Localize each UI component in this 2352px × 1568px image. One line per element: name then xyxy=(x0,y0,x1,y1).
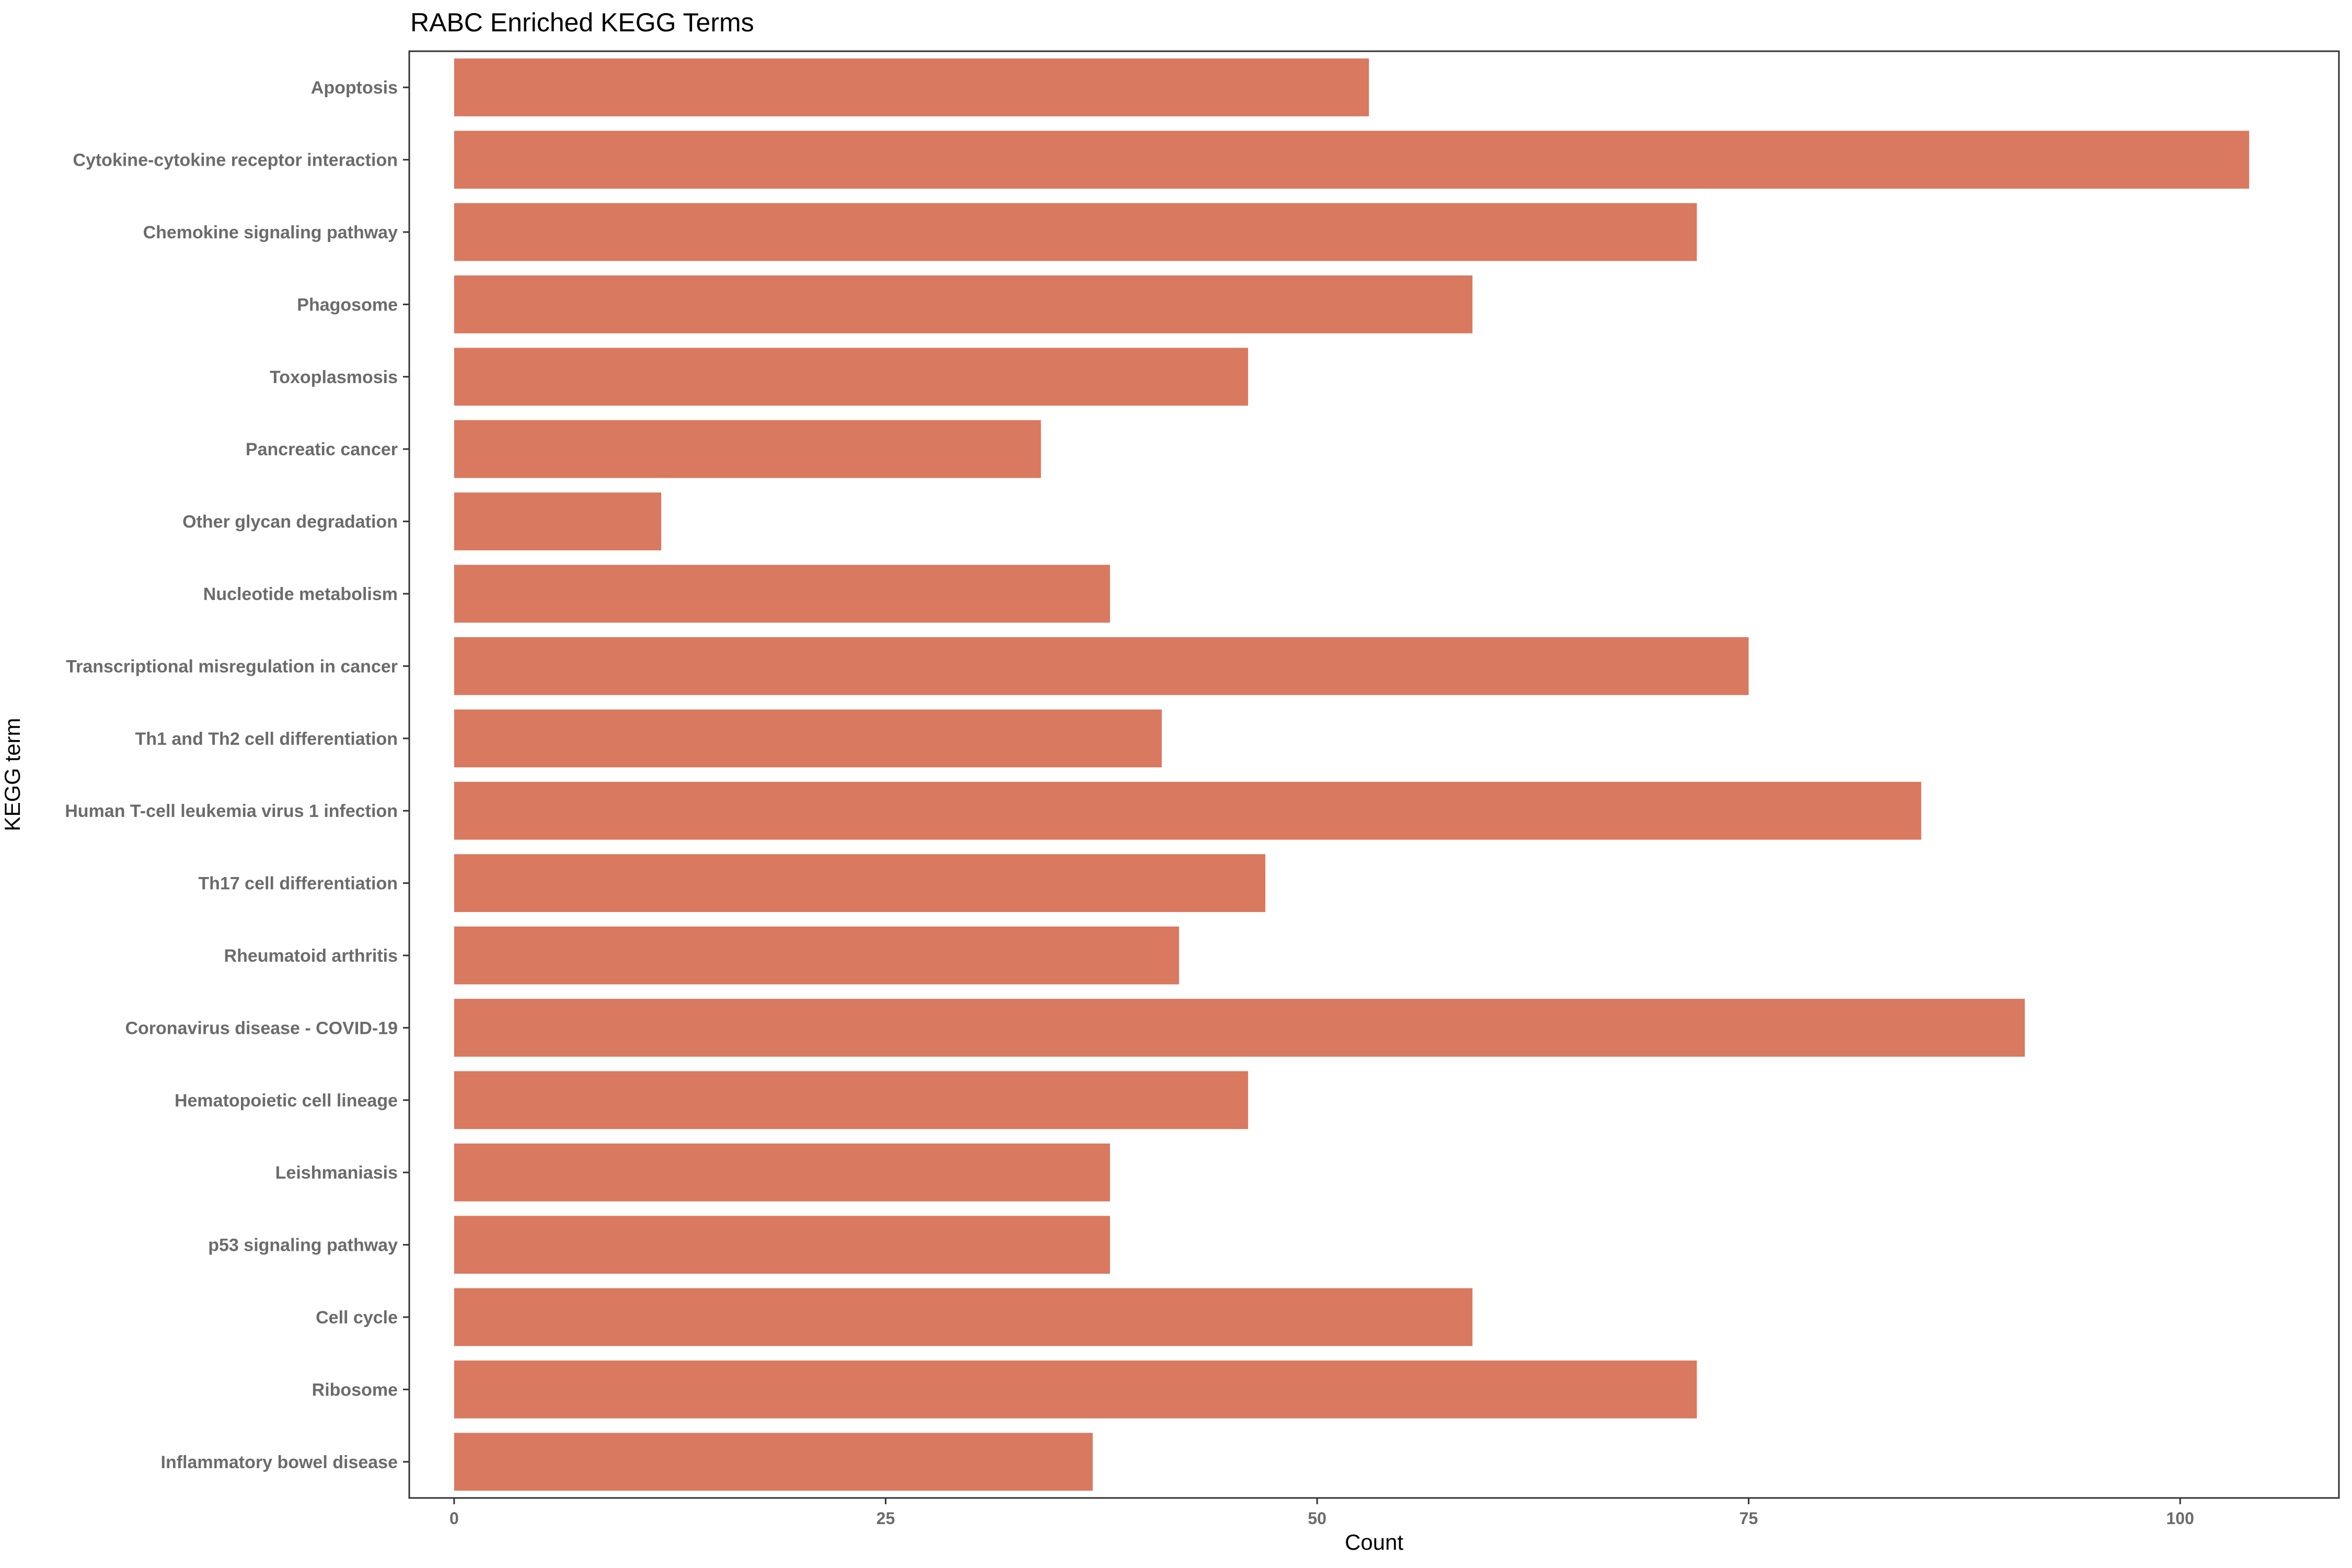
y-tick-label: Hematopoietic cell lineage xyxy=(175,1091,398,1111)
bar xyxy=(454,1216,1110,1274)
bar xyxy=(454,348,1248,406)
y-tick-label: Coronavirus disease - COVID-19 xyxy=(125,1018,398,1038)
bar xyxy=(454,781,1921,840)
y-tick-label: Rheumatoid arthritis xyxy=(224,946,398,966)
y-tick-label: Transcriptional misregulation in cancer xyxy=(66,656,398,676)
bar xyxy=(454,854,1265,912)
y-tick-label: Chemokine signaling pathway xyxy=(143,223,398,243)
y-tick-label: Phagosome xyxy=(297,295,398,315)
y-tick-label: Ribosome xyxy=(312,1380,398,1400)
y-tick-label: Inflammatory bowel disease xyxy=(161,1452,398,1472)
y-tick-label: Other glycan degradation xyxy=(182,512,398,532)
x-axis: 0 25 50 75 100 xyxy=(449,1498,2194,1528)
x-axis-title: Count xyxy=(1345,1530,1403,1554)
bar xyxy=(454,58,1369,117)
y-tick-label: Cytokine-cytokine receptor interaction xyxy=(73,151,398,170)
x-tick-label: 25 xyxy=(877,1509,895,1528)
bar xyxy=(454,1071,1248,1129)
y-tick-label: Leishmaniasis xyxy=(275,1163,398,1183)
bar xyxy=(454,926,1179,985)
y-tick-label: Th1 and Th2 cell differentiation xyxy=(135,729,398,749)
bar xyxy=(454,1433,1093,1491)
bar xyxy=(454,131,2250,189)
bar xyxy=(454,420,1041,478)
y-tick-label: p53 signaling pathway xyxy=(208,1236,398,1255)
x-tick-label: 100 xyxy=(2166,1509,2194,1528)
bars-layer xyxy=(454,58,2250,1491)
y-tick-label: Th17 cell differentiation xyxy=(198,874,398,894)
y-tick-label: Pancreatic cancer xyxy=(246,440,398,459)
bar xyxy=(454,709,1162,768)
bar xyxy=(454,999,2025,1057)
bar xyxy=(454,1143,1110,1202)
y-tick-label: Cell cycle xyxy=(316,1308,398,1328)
y-axis: Apoptosis Cytokine-cytokine receptor inte… xyxy=(65,78,409,1472)
plot-panel xyxy=(408,50,2340,1499)
y-tick-label: Toxoplasmosis xyxy=(270,367,398,387)
bar xyxy=(454,492,662,550)
x-tick-label: 50 xyxy=(1308,1509,1327,1528)
bar xyxy=(454,1288,1473,1346)
x-tick-label: 0 xyxy=(449,1509,459,1528)
bar xyxy=(454,1361,1697,1419)
y-tick-label: Apoptosis xyxy=(311,78,398,98)
bar xyxy=(454,275,1473,333)
y-tick-label: Nucleotide metabolism xyxy=(203,584,398,604)
y-tick-label: Human T-cell leukemia virus 1 infection xyxy=(65,801,398,821)
x-tick-label: 75 xyxy=(1739,1509,1758,1528)
bar xyxy=(454,637,1749,695)
bar xyxy=(454,564,1110,623)
y-axis-title: KEGG term xyxy=(0,718,25,831)
bar xyxy=(454,203,1697,261)
chart-title: RABC Enriched KEGG Terms xyxy=(410,8,754,37)
